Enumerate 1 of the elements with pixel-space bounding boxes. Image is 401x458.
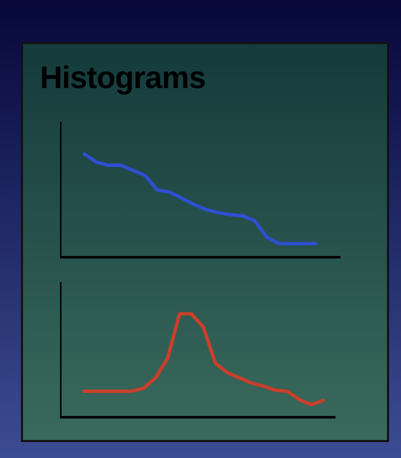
- chart-title: Histograms: [40, 60, 206, 96]
